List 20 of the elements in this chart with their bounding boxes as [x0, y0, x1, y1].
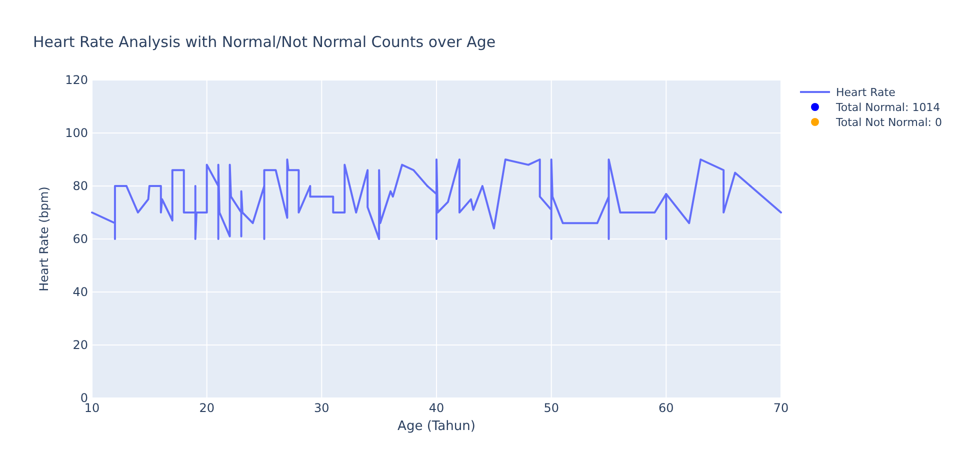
- y-tick-label: 60: [72, 232, 88, 246]
- x-tick-label: 20: [199, 401, 214, 415]
- y-tick-label: 40: [72, 285, 88, 299]
- x-tick-label: 30: [314, 401, 330, 415]
- y-tick-label: 100: [65, 126, 88, 140]
- y-tick-label: 20: [72, 338, 88, 352]
- x-axis-title: Age (Tahun): [398, 419, 476, 434]
- x-tick-label: 50: [544, 401, 559, 415]
- legend-label: Total Not Normal: 0: [835, 116, 942, 129]
- legend-label: Heart Rate: [836, 86, 896, 99]
- x-tick-label: 10: [84, 401, 100, 415]
- line-series: [91, 158, 782, 240]
- chart-title: Heart Rate Analysis with Normal/Not Normal Counts over Age: [33, 33, 496, 51]
- y-axis-title: Heart Rate (bpm): [37, 186, 51, 292]
- x-tick-label: 40: [428, 401, 444, 415]
- x-tick-label: 60: [658, 401, 674, 415]
- x-tick-label: 70: [773, 401, 789, 415]
- y-tick-label: 80: [72, 179, 88, 193]
- y-tick-label: 120: [65, 73, 88, 87]
- legend-label: Total Normal: 1014: [835, 101, 940, 114]
